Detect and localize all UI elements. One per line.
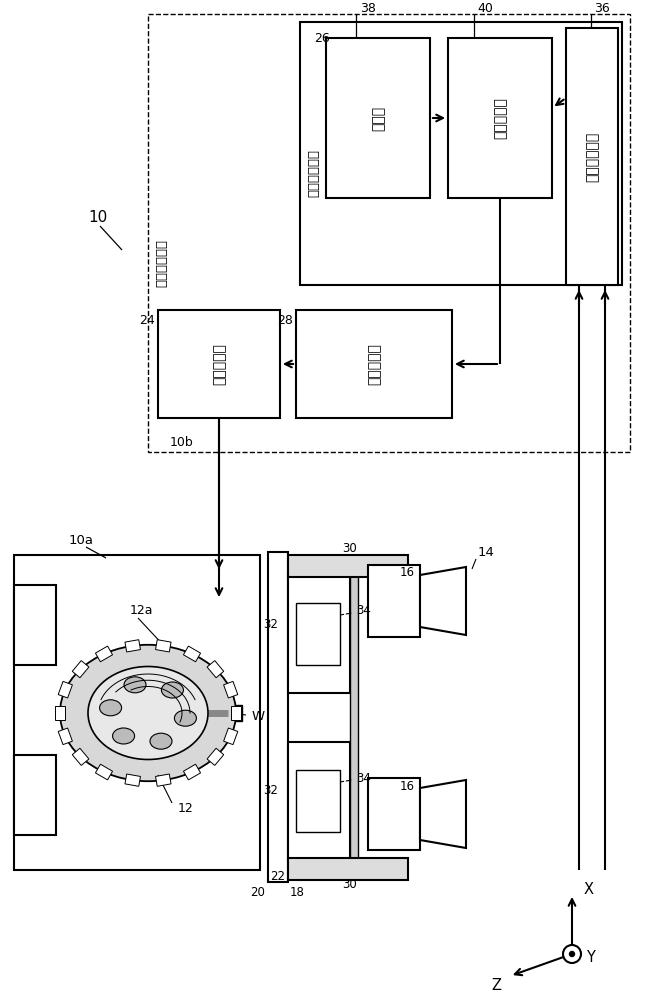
Text: 28: 28 [277, 314, 293, 326]
Circle shape [570, 952, 574, 956]
Bar [296, 603, 340, 665]
Bar [58, 681, 72, 698]
Bar [96, 646, 112, 662]
Bar [96, 764, 112, 780]
Text: 14: 14 [478, 546, 495, 560]
Bar [207, 748, 224, 765]
Bar [183, 646, 200, 662]
Bar [368, 565, 420, 637]
Text: Y: Y [586, 950, 595, 966]
Bar [183, 764, 200, 780]
Text: 参数保持部: 参数保持部 [367, 343, 381, 385]
Bar [14, 755, 56, 835]
Bar [125, 774, 140, 786]
Polygon shape [420, 567, 466, 635]
Ellipse shape [162, 682, 183, 698]
Bar [156, 774, 171, 786]
Bar [288, 575, 350, 693]
Bar [125, 640, 140, 652]
Text: 30: 30 [342, 542, 357, 554]
Bar [368, 778, 420, 850]
Bar [148, 14, 630, 452]
Bar [448, 38, 552, 198]
Text: 16: 16 [400, 566, 415, 580]
Ellipse shape [60, 645, 236, 781]
Bar [14, 585, 56, 665]
Text: 26: 26 [314, 31, 329, 44]
Bar [224, 728, 238, 745]
Bar [231, 706, 241, 720]
Ellipse shape [88, 666, 208, 760]
Text: 参数设定部: 参数设定部 [493, 97, 507, 139]
Bar [55, 706, 65, 720]
Text: 参数设定装置: 参数设定装置 [307, 149, 320, 197]
Text: 40: 40 [477, 1, 493, 14]
Text: 32: 32 [263, 784, 278, 798]
Ellipse shape [112, 728, 134, 744]
Text: 10: 10 [88, 211, 107, 226]
Text: 34: 34 [356, 772, 371, 784]
Text: 36: 36 [594, 1, 610, 14]
Bar [224, 681, 238, 698]
Bar [207, 661, 224, 678]
Text: 38: 38 [360, 1, 376, 14]
Bar [296, 310, 452, 418]
Text: 数値控制装置: 数値控制装置 [156, 239, 169, 287]
Bar [288, 742, 350, 860]
Bar [72, 748, 89, 765]
Bar [158, 310, 280, 418]
Text: 32: 32 [263, 617, 278, 631]
Bar [14, 555, 260, 870]
Text: 10b: 10b [170, 436, 194, 448]
Text: 12: 12 [178, 802, 194, 816]
Ellipse shape [124, 677, 146, 693]
Ellipse shape [150, 733, 172, 749]
Bar [296, 770, 340, 832]
Circle shape [563, 945, 581, 963]
Text: 30: 30 [342, 879, 357, 892]
Bar [226, 705, 242, 721]
Text: 存储部: 存储部 [371, 105, 385, 131]
Bar [156, 640, 171, 652]
Bar [268, 552, 288, 882]
Bar [326, 38, 430, 198]
Text: 16: 16 [400, 780, 415, 792]
Bar [288, 858, 408, 880]
Polygon shape [420, 780, 466, 848]
Text: 20: 20 [251, 886, 266, 898]
Text: Z: Z [491, 978, 501, 994]
Bar [566, 28, 618, 285]
Text: 24: 24 [140, 314, 155, 326]
Text: 驱动控制部: 驱动控制部 [212, 343, 226, 385]
Text: 34: 34 [356, 604, 371, 617]
Text: X: X [584, 882, 594, 898]
Ellipse shape [174, 710, 196, 726]
Bar [350, 558, 358, 878]
Text: 22: 22 [270, 869, 285, 882]
Text: 18: 18 [290, 886, 305, 898]
Text: W: W [252, 710, 265, 724]
Text: 12a: 12a [130, 604, 154, 617]
Bar [58, 728, 72, 745]
Bar [72, 661, 89, 678]
Bar [300, 22, 622, 285]
Ellipse shape [99, 700, 121, 716]
Text: 10a: 10a [69, 534, 94, 548]
Bar [288, 555, 408, 577]
Text: 应变量获取部: 应变量获取部 [585, 131, 599, 182]
